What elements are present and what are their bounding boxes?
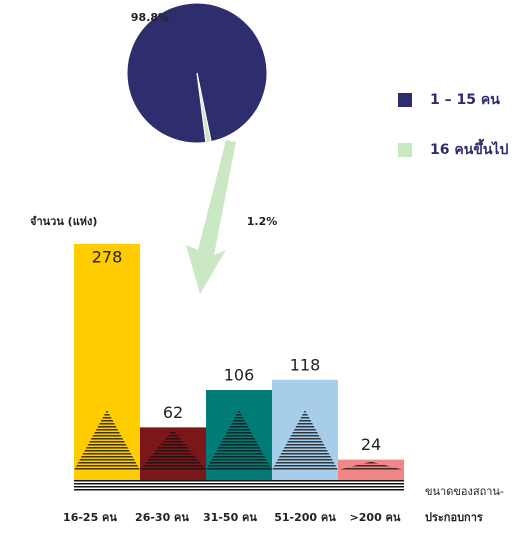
legend-label: 16 คนขึ้นไป: [430, 138, 508, 158]
x-tick-label: 51-200 คน: [274, 511, 336, 524]
ground: [74, 480, 404, 492]
house-roof: [272, 410, 338, 470]
value-label: 62: [163, 403, 183, 422]
value-label: 118: [290, 355, 321, 374]
pie-slice: [196, 72, 212, 143]
legend-label: 1 – 15 คน: [430, 92, 500, 108]
house-roof: [338, 461, 404, 470]
house-roof: [74, 410, 140, 470]
arrow: [186, 140, 236, 294]
x-tick-label: 26-30 คน: [135, 511, 189, 524]
house-roof: [206, 410, 272, 470]
slice-label: 1.2%: [247, 215, 278, 228]
x-axis-label: ประกอบการ: [425, 511, 483, 524]
value-label: 278: [92, 248, 123, 267]
legend-swatch: [398, 143, 412, 157]
house-roof: [140, 429, 206, 470]
value-label: 106: [224, 366, 255, 385]
legend-swatch: [398, 93, 412, 107]
value-label: 24: [361, 435, 381, 454]
x-axis-label: ขนาดของสถาน-: [425, 485, 504, 498]
x-tick-label: 31-50 คน: [203, 511, 257, 524]
y-axis-label: จำนวน (แห่ง): [30, 215, 97, 228]
x-tick-label: >200 คน: [350, 511, 401, 524]
slice-label: 98.8%: [131, 11, 169, 24]
x-tick-label: 16-25 คน: [63, 511, 117, 524]
